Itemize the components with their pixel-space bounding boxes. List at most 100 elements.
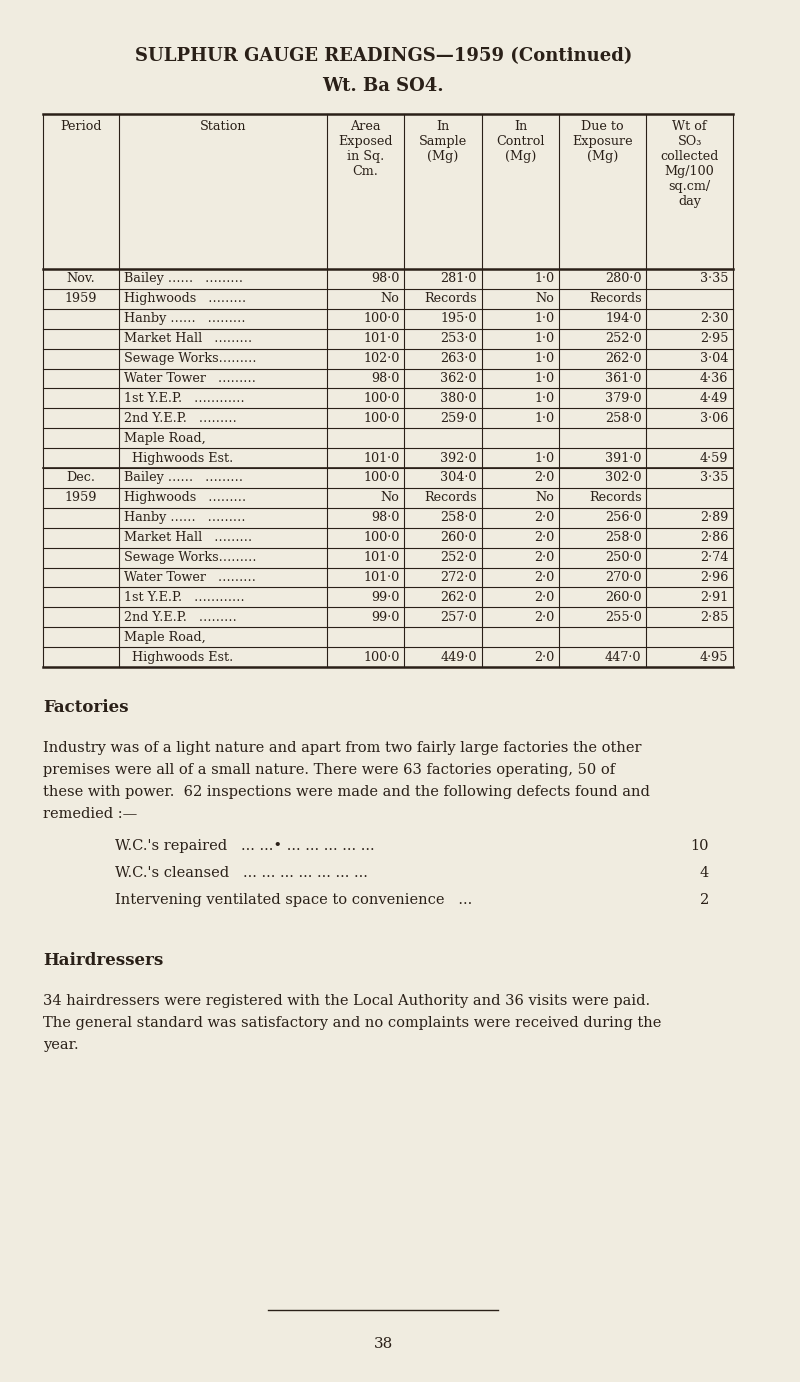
Text: Records: Records bbox=[589, 293, 642, 305]
Text: 2·96: 2·96 bbox=[700, 571, 729, 585]
Text: 2nd Y.E.P.   ………: 2nd Y.E.P. ……… bbox=[123, 412, 236, 424]
Text: 2·95: 2·95 bbox=[700, 332, 729, 346]
Text: SULPHUR GAUGE READINGS—1959 (Continued): SULPHUR GAUGE READINGS—1959 (Continued) bbox=[134, 47, 632, 65]
Text: 256·0: 256·0 bbox=[605, 511, 642, 524]
Text: Sewage Works………: Sewage Works……… bbox=[123, 352, 256, 365]
Text: 100·0: 100·0 bbox=[363, 651, 399, 663]
Text: Market Hall   ………: Market Hall ……… bbox=[123, 332, 252, 346]
Text: 4·36: 4·36 bbox=[700, 372, 729, 386]
Text: 2·91: 2·91 bbox=[700, 591, 729, 604]
Text: 100·0: 100·0 bbox=[363, 471, 399, 485]
Text: Highwoods   ………: Highwoods ……… bbox=[123, 293, 246, 305]
Text: 1·0: 1·0 bbox=[534, 372, 554, 386]
Text: Station: Station bbox=[199, 120, 246, 133]
Text: Nov.: Nov. bbox=[66, 272, 95, 286]
Text: 362·0: 362·0 bbox=[441, 372, 477, 386]
Text: 2·74: 2·74 bbox=[700, 551, 729, 564]
Text: Records: Records bbox=[424, 492, 477, 504]
Text: 380·0: 380·0 bbox=[441, 392, 477, 405]
Text: Wt of
SO₃
collected
Mg/100
sq.cm/
day: Wt of SO₃ collected Mg/100 sq.cm/ day bbox=[661, 120, 719, 209]
Text: W.C.'s cleansed   ... ... ... ... ... ... ...: W.C.'s cleansed ... ... ... ... ... ... … bbox=[115, 867, 368, 880]
Text: No: No bbox=[536, 293, 554, 305]
Text: 250·0: 250·0 bbox=[605, 551, 642, 564]
Text: The general standard was satisfactory and no complaints were received during the: The general standard was satisfactory an… bbox=[43, 1016, 662, 1030]
Text: 2·0: 2·0 bbox=[534, 571, 554, 585]
Text: 98·0: 98·0 bbox=[371, 272, 399, 286]
Text: 2·0: 2·0 bbox=[534, 651, 554, 663]
Text: Highwoods   ………: Highwoods ……… bbox=[123, 492, 246, 504]
Text: Maple Road,: Maple Road, bbox=[123, 630, 206, 644]
Text: 99·0: 99·0 bbox=[371, 591, 399, 604]
Text: 1st Y.E.P.   …………: 1st Y.E.P. ………… bbox=[123, 591, 244, 604]
Text: 1·0: 1·0 bbox=[534, 392, 554, 405]
Text: 447·0: 447·0 bbox=[605, 651, 642, 663]
Text: 280·0: 280·0 bbox=[605, 272, 642, 286]
Text: 302·0: 302·0 bbox=[605, 471, 642, 485]
Text: W.C.'s repaired   ... ...• ... ... ... ... ...: W.C.'s repaired ... ...• ... ... ... ...… bbox=[115, 839, 374, 853]
Text: 361·0: 361·0 bbox=[605, 372, 642, 386]
Text: 3·35: 3·35 bbox=[700, 471, 729, 485]
Text: 255·0: 255·0 bbox=[605, 611, 642, 623]
Text: 4: 4 bbox=[700, 867, 710, 880]
Text: Water Tower   ………: Water Tower ……… bbox=[123, 372, 255, 386]
Text: 2·0: 2·0 bbox=[534, 611, 554, 623]
Text: 258·0: 258·0 bbox=[605, 531, 642, 545]
Text: 10: 10 bbox=[690, 839, 710, 853]
Text: 262·0: 262·0 bbox=[441, 591, 477, 604]
Text: 98·0: 98·0 bbox=[371, 372, 399, 386]
Text: Highwoods Est.: Highwoods Est. bbox=[123, 651, 233, 663]
Text: Hairdressers: Hairdressers bbox=[43, 952, 163, 969]
Text: 281·0: 281·0 bbox=[441, 272, 477, 286]
Text: 101·0: 101·0 bbox=[363, 332, 399, 346]
Text: 1·0: 1·0 bbox=[534, 272, 554, 286]
Text: 2·0: 2·0 bbox=[534, 551, 554, 564]
Text: Water Tower   ………: Water Tower ……… bbox=[123, 571, 255, 585]
Text: 253·0: 253·0 bbox=[440, 332, 477, 346]
Text: 1·0: 1·0 bbox=[534, 312, 554, 325]
Text: 252·0: 252·0 bbox=[605, 332, 642, 346]
Text: 449·0: 449·0 bbox=[441, 651, 477, 663]
Text: 2·0: 2·0 bbox=[534, 591, 554, 604]
Text: 100·0: 100·0 bbox=[363, 412, 399, 424]
Text: 101·0: 101·0 bbox=[363, 551, 399, 564]
Text: No: No bbox=[536, 492, 554, 504]
Text: In
Control
(Mg): In Control (Mg) bbox=[496, 120, 545, 163]
Text: 98·0: 98·0 bbox=[371, 511, 399, 524]
Text: 1959: 1959 bbox=[65, 492, 97, 504]
Text: 1·0: 1·0 bbox=[534, 412, 554, 424]
Text: 252·0: 252·0 bbox=[440, 551, 477, 564]
Text: Factories: Factories bbox=[43, 699, 129, 716]
Text: 2·89: 2·89 bbox=[700, 511, 729, 524]
Text: 391·0: 391·0 bbox=[605, 452, 642, 464]
Text: Highwoods Est.: Highwoods Est. bbox=[123, 452, 233, 464]
Text: 258·0: 258·0 bbox=[440, 511, 477, 524]
Text: 258·0: 258·0 bbox=[605, 412, 642, 424]
Text: Hanby ……   ………: Hanby …… ……… bbox=[123, 312, 245, 325]
Text: year.: year. bbox=[43, 1038, 78, 1052]
Text: 272·0: 272·0 bbox=[441, 571, 477, 585]
Text: 4·95: 4·95 bbox=[700, 651, 729, 663]
Text: 1959: 1959 bbox=[65, 293, 97, 305]
Text: 2·0: 2·0 bbox=[534, 511, 554, 524]
Text: 194·0: 194·0 bbox=[605, 312, 642, 325]
Text: Wt. Ba SO4.: Wt. Ba SO4. bbox=[322, 77, 444, 95]
Text: Hanby ……   ………: Hanby …… ……… bbox=[123, 511, 245, 524]
Text: 100·0: 100·0 bbox=[363, 392, 399, 405]
Text: Bailey ……   ………: Bailey …… ……… bbox=[123, 471, 242, 485]
Text: No: No bbox=[381, 492, 399, 504]
Text: 379·0: 379·0 bbox=[605, 392, 642, 405]
Text: 4·59: 4·59 bbox=[700, 452, 729, 464]
Text: 195·0: 195·0 bbox=[441, 312, 477, 325]
Text: 3·06: 3·06 bbox=[700, 412, 729, 424]
Text: 262·0: 262·0 bbox=[605, 352, 642, 365]
Text: 34 hairdressers were registered with the Local Authority and 36 visits were paid: 34 hairdressers were registered with the… bbox=[43, 994, 650, 1007]
Text: Period: Period bbox=[60, 120, 102, 133]
Text: Records: Records bbox=[424, 293, 477, 305]
Text: Industry was of a light nature and apart from two fairly large factories the oth: Industry was of a light nature and apart… bbox=[43, 741, 642, 755]
Text: 4·49: 4·49 bbox=[700, 392, 729, 405]
Text: 38: 38 bbox=[374, 1336, 393, 1352]
Text: 1·0: 1·0 bbox=[534, 352, 554, 365]
Text: 2nd Y.E.P.   ………: 2nd Y.E.P. ……… bbox=[123, 611, 236, 623]
Text: 392·0: 392·0 bbox=[441, 452, 477, 464]
Text: No: No bbox=[381, 293, 399, 305]
